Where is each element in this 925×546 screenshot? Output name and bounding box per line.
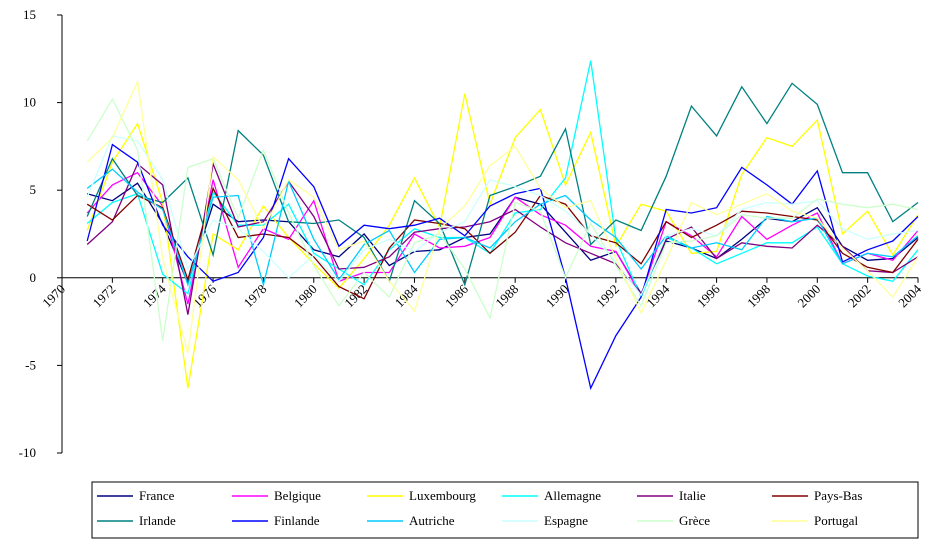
series-line [86,135,919,297]
y-tick-label: 10 [23,95,36,110]
legend-label: Autriche [409,513,455,528]
series-line [86,82,919,287]
y-tick-label: 15 [23,7,36,22]
legend-label: Belgique [274,488,321,503]
x-tick-label: 1996 [694,281,723,310]
legend-label: Finlande [274,513,320,528]
y-tick-label: -10 [19,445,36,460]
series-line [86,97,919,341]
x-tick-label: 1998 [744,281,773,310]
legend-label: Pays-Bas [814,488,862,503]
x-tick-label: 1980 [291,281,320,310]
series-line [86,93,919,389]
series-line [86,171,919,305]
y-tick-label: -5 [25,357,36,372]
legend-label: Grèce [679,513,710,528]
legend-label: Espagne [544,513,588,528]
x-tick-label: 1986 [442,281,471,310]
legend-label: Italie [679,488,706,503]
x-tick-label: 1974 [140,281,169,310]
x-tick-label: 2000 [794,281,823,310]
legend-label: France [139,488,175,503]
x-tick-label: 1972 [89,281,118,310]
x-tick-label: 1994 [643,281,672,310]
x-tick-label: 1992 [593,281,622,310]
legend-label: Portugal [814,513,858,528]
legend-label: Luxembourg [409,488,476,503]
series-line [86,168,919,288]
legend-label: Allemagne [544,488,601,503]
y-tick-label: 5 [30,182,37,197]
legend-box [91,481,919,539]
x-tick-label: 1970 [39,281,68,310]
y-tick-label: 0 [30,270,37,285]
x-tick-label: 1978 [241,281,270,310]
series-line [86,186,919,300]
x-tick-label: 2002 [845,281,874,310]
legend-label: Irlande [139,513,176,528]
series-line [86,79,919,354]
series-line [86,143,919,391]
series-line [86,60,919,299]
